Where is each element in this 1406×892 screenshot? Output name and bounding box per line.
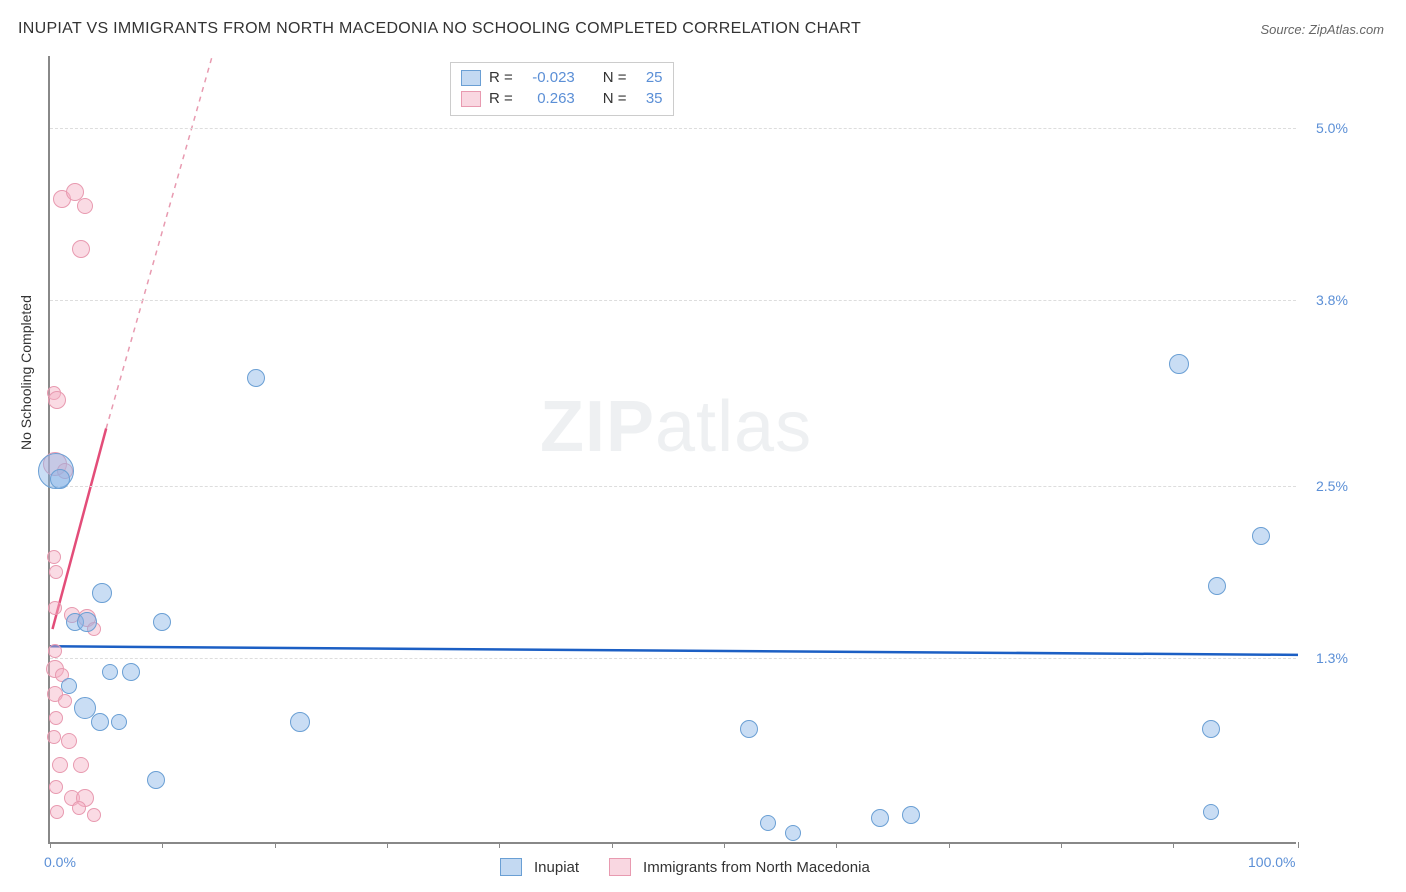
n-value: 25	[635, 69, 663, 86]
data-point	[49, 565, 63, 579]
x-tick	[949, 842, 950, 848]
data-point	[760, 815, 776, 831]
legend-swatch	[461, 91, 481, 107]
data-point	[48, 391, 66, 409]
n-label: N =	[603, 69, 627, 86]
legend-swatch	[500, 858, 522, 876]
data-point	[1169, 354, 1189, 374]
x-tick	[387, 842, 388, 848]
n-label: N =	[603, 90, 627, 107]
data-point	[52, 757, 68, 773]
data-point	[50, 469, 70, 489]
data-point	[902, 806, 920, 824]
data-point	[47, 730, 61, 744]
n-value: 35	[635, 90, 663, 107]
data-point	[1202, 720, 1220, 738]
data-point	[785, 825, 801, 841]
correlation-stats-box: R = -0.023 N = 25 R = 0.263 N = 35	[450, 62, 674, 116]
x-tick	[1061, 842, 1062, 848]
data-point	[87, 808, 101, 822]
x-tick	[499, 842, 500, 848]
data-point	[77, 198, 93, 214]
legend-label: Inupiat	[534, 859, 579, 876]
r-label: R =	[489, 69, 513, 86]
data-point	[871, 809, 889, 827]
legend-swatch	[609, 858, 631, 876]
gridline	[50, 658, 1296, 659]
x-tick	[724, 842, 725, 848]
stats-row: R = -0.023 N = 25	[461, 67, 663, 88]
r-label: R =	[489, 90, 513, 107]
data-point	[102, 664, 118, 680]
gridline	[50, 300, 1296, 301]
data-point	[61, 678, 77, 694]
trend-line	[106, 56, 212, 429]
y-tick-label: 1.3%	[1316, 650, 1348, 666]
data-point	[72, 240, 90, 258]
y-tick-label: 3.8%	[1316, 292, 1348, 308]
x-tick	[1298, 842, 1299, 848]
chart-title: INUPIAT VS IMMIGRANTS FROM NORTH MACEDON…	[18, 20, 861, 38]
data-point	[91, 713, 109, 731]
data-point	[50, 805, 64, 819]
trend-line	[50, 646, 1298, 655]
data-point	[48, 601, 62, 615]
x-tick	[836, 842, 837, 848]
legend-label: Immigrants from North Macedonia	[643, 859, 870, 876]
x-tick	[162, 842, 163, 848]
data-point	[72, 801, 86, 815]
watermark: ZIPatlas	[540, 386, 812, 468]
scatter-plot-area: ZIPatlas	[48, 56, 1296, 844]
data-point	[290, 712, 310, 732]
gridline	[50, 128, 1296, 129]
data-point	[58, 694, 72, 708]
data-point	[48, 644, 62, 658]
data-point	[92, 583, 112, 603]
data-point	[1208, 577, 1226, 595]
data-point	[153, 613, 171, 631]
data-point	[61, 733, 77, 749]
source-attribution: Source: ZipAtlas.com	[1260, 22, 1384, 37]
data-point	[47, 550, 61, 564]
data-point	[122, 663, 140, 681]
x-tick-label: 100.0%	[1248, 854, 1295, 870]
gridline	[50, 486, 1296, 487]
data-point	[49, 711, 63, 725]
y-tick-label: 2.5%	[1316, 478, 1348, 494]
x-tick	[275, 842, 276, 848]
data-point	[147, 771, 165, 789]
data-point	[111, 714, 127, 730]
stats-row: R = 0.263 N = 35	[461, 88, 663, 109]
r-value: 0.263	[521, 90, 575, 107]
data-point	[1252, 527, 1270, 545]
y-axis-label: No Schooling Completed	[18, 295, 34, 450]
x-tick	[50, 842, 51, 848]
x-tick	[612, 842, 613, 848]
data-point	[1203, 804, 1219, 820]
data-point	[740, 720, 758, 738]
data-point	[247, 369, 265, 387]
trend-lines-layer	[50, 56, 1296, 842]
data-point	[73, 757, 89, 773]
x-tick-label: 0.0%	[44, 854, 76, 870]
bottom-legend: Inupiat Immigrants from North Macedonia	[500, 858, 888, 876]
data-point	[77, 612, 97, 632]
data-point	[49, 780, 63, 794]
x-tick	[1173, 842, 1174, 848]
y-tick-label: 5.0%	[1316, 120, 1348, 136]
r-value: -0.023	[521, 69, 575, 86]
legend-swatch	[461, 70, 481, 86]
